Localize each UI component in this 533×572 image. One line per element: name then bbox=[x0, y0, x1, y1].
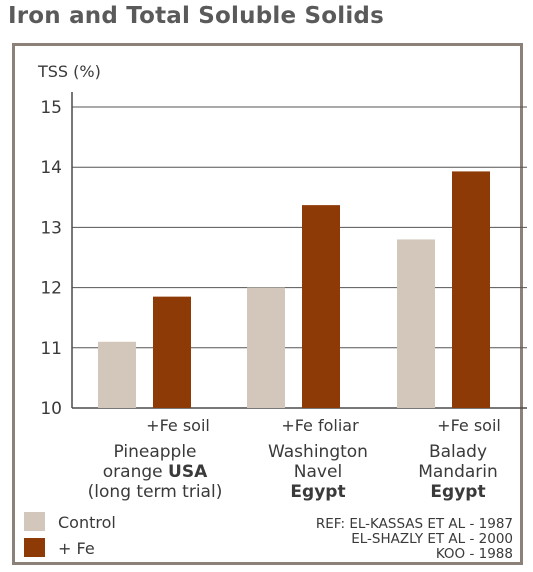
category-label-text: orange bbox=[103, 462, 168, 482]
y-tick-label: 11 bbox=[40, 339, 62, 359]
category-label-line2: Navel bbox=[294, 462, 342, 482]
category-label-country: USA bbox=[168, 462, 208, 482]
treatment-label: +Fe soil bbox=[437, 416, 501, 435]
category-label-line1: Balady bbox=[429, 442, 487, 462]
page-title: Iron and Total Soluble Solids bbox=[8, 3, 384, 29]
category-label-line3: (long term trial) bbox=[88, 482, 223, 502]
treatment-label: +Fe foliar bbox=[281, 416, 359, 435]
y-tick-label: 10 bbox=[40, 399, 62, 419]
category-label-line2: Mandarin bbox=[418, 462, 498, 482]
reference-text: EL-SHAZLY ET AL - 2000 bbox=[351, 531, 513, 547]
bar-control bbox=[98, 341, 136, 408]
category-label-line3: Egypt bbox=[290, 482, 345, 502]
bar-fe bbox=[302, 205, 340, 408]
legend-label-control: Control bbox=[58, 513, 116, 532]
category-label-line1: Washington bbox=[268, 442, 368, 462]
chart-frame bbox=[12, 43, 523, 565]
reference-text: KOO - 1988 bbox=[436, 546, 513, 562]
y-tick-label: 14 bbox=[40, 158, 62, 178]
bar-control bbox=[247, 287, 285, 408]
y-tick-label: 15 bbox=[40, 98, 62, 118]
y-axis-label: TSS (%) bbox=[37, 62, 101, 81]
legend-label-fe: + Fe bbox=[58, 539, 95, 558]
legend-swatch-control bbox=[24, 512, 45, 531]
bar-fe bbox=[153, 296, 191, 408]
category-label-line3: Egypt bbox=[430, 482, 485, 502]
category-label-line2: orange USA bbox=[103, 462, 208, 482]
category-label-text: Mandarin bbox=[418, 462, 498, 482]
category-label-text: Navel bbox=[294, 462, 342, 482]
y-tick-label: 13 bbox=[40, 218, 62, 238]
bar-fe bbox=[452, 171, 490, 408]
legend-swatch-fe bbox=[24, 538, 45, 557]
treatment-label: +Fe soil bbox=[146, 416, 210, 435]
reference-text: REF: EL-KASSAS ET AL - 1987 bbox=[316, 516, 513, 532]
y-tick-label: 12 bbox=[40, 279, 62, 299]
category-label-line1: Pineapple bbox=[113, 442, 196, 462]
bar-control bbox=[397, 239, 435, 408]
